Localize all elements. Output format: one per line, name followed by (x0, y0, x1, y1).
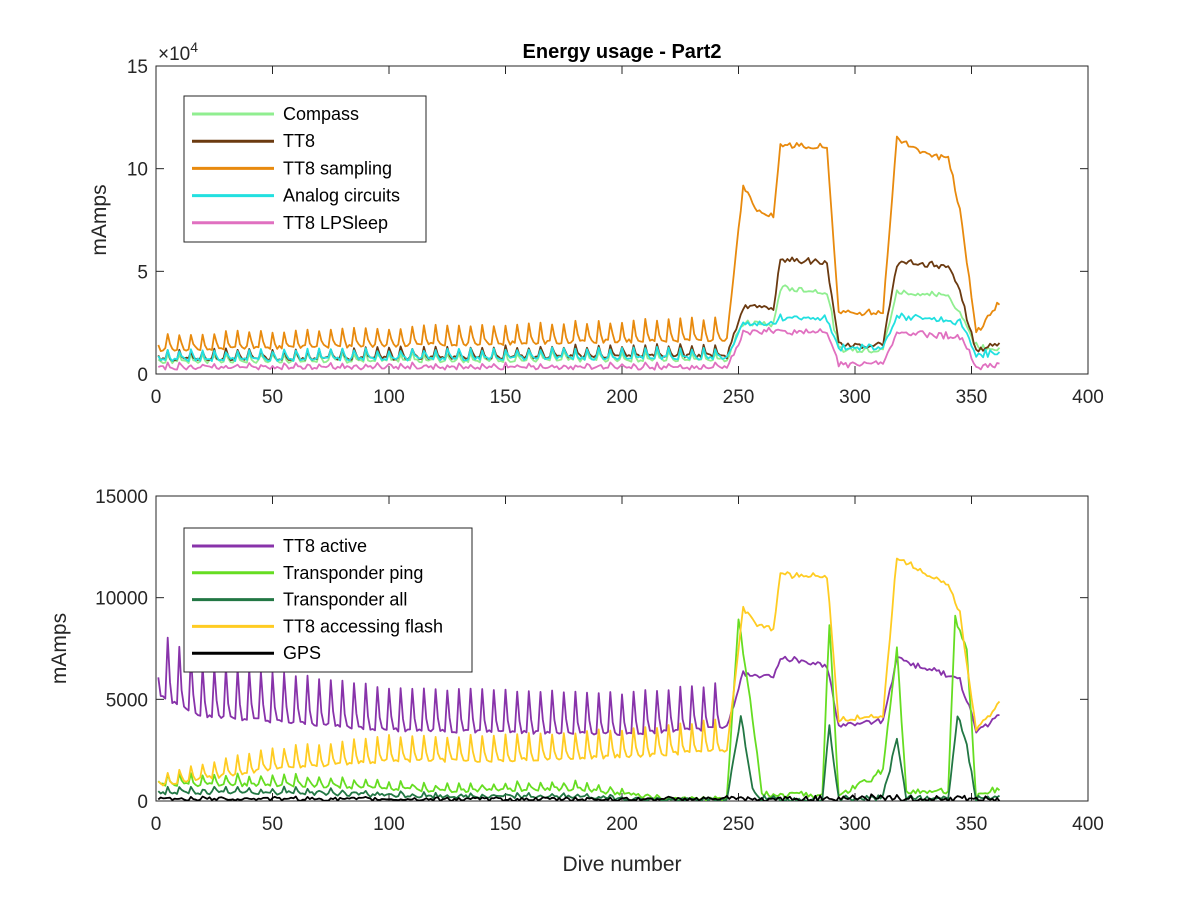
series-line-transponder-ping (157, 614, 1001, 801)
y-exponent-label: ×104 (158, 39, 198, 65)
x-tick-label: 350 (956, 387, 988, 408)
x-tick-label: 100 (373, 387, 405, 408)
x-tick-label: 150 (490, 387, 522, 408)
x-axis-label: Dive number (562, 853, 681, 876)
y-axis-label: mAmps (48, 613, 71, 684)
x-tick-label: 400 (1072, 387, 1104, 408)
legend-box (183, 95, 427, 243)
x-tick-label: 250 (723, 387, 755, 408)
legend: TT8 active Transponder ping Transponder al… (183, 527, 473, 673)
series-line-tt8-sampling (157, 135, 1001, 353)
series-line-analog-circuits (157, 312, 1001, 363)
x-tick-label: 50 (262, 387, 283, 408)
legend-entry: TT8 (283, 131, 315, 151)
legend-entry: TT8 LPSleep (283, 213, 388, 233)
x-tick-label: 350 (956, 814, 988, 835)
chart-2: 0 50 100 150 200 250 300 350 400 0 5000 10000 15000 m… (48, 487, 1104, 876)
x-tick-label: 50 (262, 814, 283, 835)
legend-entry: Analog circuits (283, 186, 400, 206)
chart-title: Energy usage - Part2 (523, 41, 722, 63)
legend-entry: Compass (283, 104, 359, 124)
series-line-tt8-active (157, 636, 1000, 736)
legend-entry: Transponder ping (283, 563, 423, 583)
y-tick-label: 0 (137, 792, 148, 813)
legend-entry: GPS (283, 643, 321, 663)
x-tick-label: 200 (606, 814, 638, 835)
x-tick-label: 0 (151, 387, 162, 408)
legend-entry: TT8 accessing flash (283, 616, 443, 636)
x-tick-label: 0 (151, 814, 162, 835)
y-tick-label: 5000 (106, 690, 148, 711)
y-exponent-power: 4 (190, 39, 198, 55)
series-line-gps (157, 793, 1001, 801)
y-axis-label: mAmps (88, 184, 111, 255)
y-tick-label: 10000 (95, 589, 148, 610)
y-tick-label: 0 (137, 365, 148, 386)
x-tick-label: 400 (1072, 814, 1104, 835)
y-tick-label: 10 (127, 160, 148, 181)
x-tick-label: 250 (723, 814, 755, 835)
y-tick-label: 15000 (95, 487, 148, 508)
x-tick-label: 300 (839, 814, 871, 835)
y-tick-label: 5 (137, 262, 148, 283)
y-tick-label: 15 (127, 57, 148, 78)
x-tick-label: 300 (839, 387, 871, 408)
legend-entry: TT8 active (283, 536, 367, 556)
x-tick-label: 200 (606, 387, 638, 408)
legend: Compass TT8 TT8 sampling Analog circuits TT8… (183, 95, 427, 243)
series-line-tt8-accessing-flash (157, 557, 1001, 787)
legend-entry: TT8 sampling (283, 158, 392, 178)
legend-entry: Transponder all (283, 590, 407, 610)
x-tick-label: 150 (490, 814, 522, 835)
chart-1: 0 50 100 150 200 250 300 350 400 0 5 10 15 ×104 Energy… (88, 39, 1104, 408)
series-line-tt8-lpsleep (157, 326, 1000, 371)
x-tick-label: 100 (373, 814, 405, 835)
